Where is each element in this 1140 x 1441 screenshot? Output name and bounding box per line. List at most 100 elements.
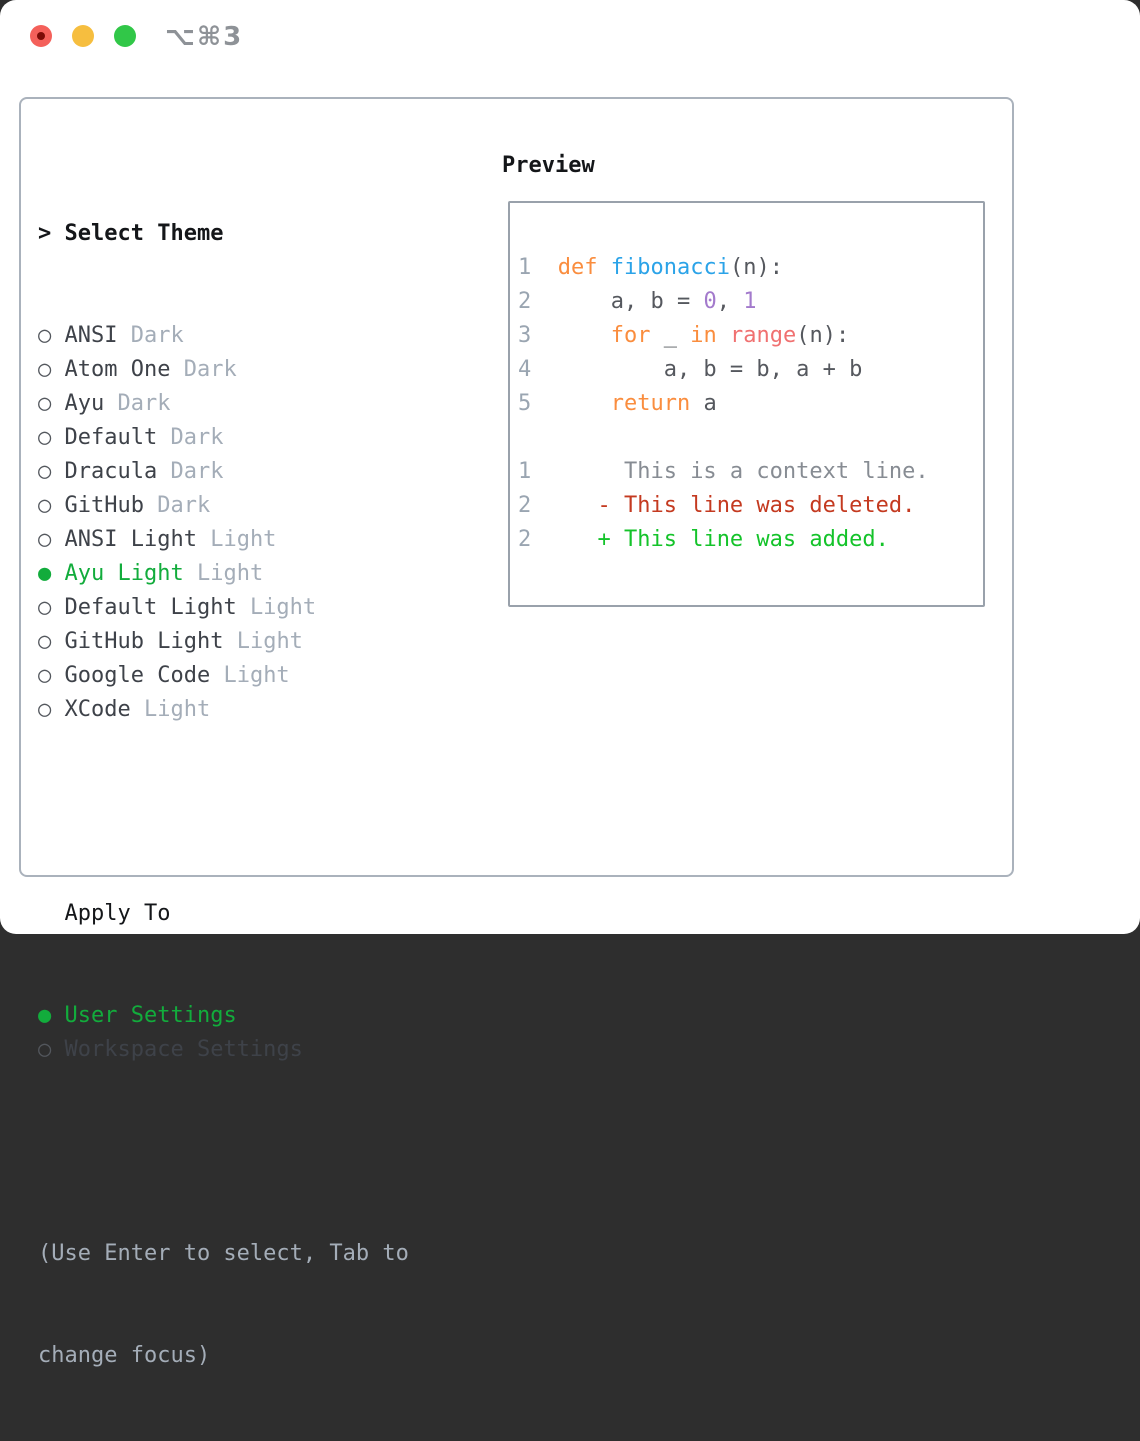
code-token: a, b =: [531, 289, 704, 314]
theme-list-column: > Select Theme ○ ANSI Dark ○ Atom One Dar…: [38, 149, 409, 1441]
theme-option-dracula[interactable]: ○ Dracula Dark: [38, 455, 409, 489]
radio-unselected-icon: ○: [38, 323, 65, 348]
app-window: ⌥⌘3 > Select Theme ○ ANSI Dark ○ Atom One…: [0, 0, 1140, 1368]
theme-variant-tag: Dark: [183, 357, 237, 382]
apply-option-label: Workspace Settings: [64, 1037, 303, 1062]
theme-name: Dracula: [64, 459, 158, 484]
select-theme-heading-label: Select Theme: [64, 221, 224, 246]
code-token: [598, 255, 611, 280]
theme-variant-tag: Dark: [170, 459, 224, 484]
theme-variant-tag: Dark: [157, 493, 211, 518]
code-token: fibonacci: [610, 255, 730, 280]
code-token: for: [610, 323, 651, 348]
code-token: a, b = b, a + b: [531, 357, 863, 382]
radio-unselected-icon: ○: [38, 595, 65, 620]
radio-selected-icon: ●: [38, 1003, 65, 1028]
code-token: [531, 323, 610, 348]
help-text-line-1: (Use Enter to select, Tab to: [38, 1241, 409, 1266]
apply-to-heading: Apply To: [38, 897, 409, 931]
code-token: [531, 493, 597, 518]
theme-name: GitHub: [64, 493, 144, 518]
theme-name: ANSI Light: [64, 527, 197, 552]
theme-option-github-light[interactable]: ○ GitHub Light Light: [38, 625, 409, 659]
spacer: [38, 1135, 409, 1169]
code-token: return: [610, 391, 691, 416]
theme-variant-tag: Light: [210, 527, 277, 552]
theme-name: Ayu Light: [64, 561, 184, 586]
theme-option-github[interactable]: ○ GitHub Dark: [38, 489, 409, 523]
code-token: 0: [703, 289, 717, 314]
theme-option-ayu[interactable]: ○ Ayu Dark: [38, 387, 409, 421]
radio-unselected-icon: ○: [38, 697, 65, 722]
radio-unselected-icon: ○: [38, 629, 65, 654]
theme-name: Atom One: [64, 357, 171, 382]
apply-option-user-settings[interactable]: ● User Settings: [38, 999, 409, 1033]
preview-heading: Preview: [502, 153, 595, 178]
line-number: 2: [518, 289, 532, 314]
code-token: def: [557, 255, 598, 280]
theme-name: Default: [64, 425, 158, 450]
radio-unselected-icon: ○: [38, 1037, 65, 1062]
code-token: _: [650, 323, 691, 348]
line-number: 5: [518, 391, 532, 416]
select-theme-heading: > Select Theme: [38, 217, 409, 251]
theme-variant-tag: Light: [223, 663, 290, 688]
theme-option-ansi-light[interactable]: ○ ANSI Light Light: [38, 523, 409, 557]
line-number: 1: [518, 255, 532, 280]
theme-option-atom-one[interactable]: ○ Atom One Dark: [38, 353, 409, 387]
code-token: [531, 527, 597, 552]
code-token: This is a context line.: [531, 459, 929, 484]
theme-variant-tag: Light: [249, 595, 317, 620]
prompt-icon: >: [38, 221, 52, 246]
radio-selected-icon: ●: [38, 561, 65, 586]
radio-unselected-icon: ○: [38, 425, 65, 450]
theme-picker-panel: > Select Theme ○ ANSI Dark ○ Atom One Dar…: [19, 97, 1014, 1368]
theme-name: XCode: [64, 697, 131, 722]
code-token: [531, 255, 558, 280]
code-token: in: [690, 323, 717, 348]
theme-option-ayu-light[interactable]: ● Ayu Light Light: [38, 557, 409, 591]
radio-unselected-icon: ○: [38, 459, 65, 484]
maximize-button[interactable]: [114, 25, 136, 47]
code-token: (n):: [729, 255, 783, 280]
theme-name: Default Light: [64, 595, 237, 620]
theme-variant-tag: Light: [236, 629, 303, 654]
window-title: ⌥⌘3: [165, 22, 244, 52]
theme-name: ANSI: [64, 323, 118, 348]
apply-to-list: ● User Settings ○ Workspace Settings: [38, 999, 409, 1067]
apply-to-heading-label: Apply To: [64, 901, 171, 926]
theme-variant-tag: Light: [196, 561, 264, 586]
line-number: 2: [518, 527, 532, 552]
minimize-button[interactable]: [72, 25, 94, 47]
theme-variant-tag: Dark: [130, 323, 184, 348]
titlebar: ⌥⌘3: [0, 0, 1140, 72]
line-number: 2: [518, 493, 532, 518]
apply-option-label: User Settings: [64, 1003, 237, 1028]
code-token: range: [729, 323, 797, 348]
theme-option-default-light[interactable]: ○ Default Light Light: [38, 591, 409, 625]
radio-unselected-icon: ○: [38, 663, 65, 688]
code-token: ,: [716, 289, 744, 314]
apply-option-workspace-settings[interactable]: ○ Workspace Settings: [38, 1033, 409, 1067]
theme-variant-tag: Dark: [117, 391, 171, 416]
radio-unselected-icon: ○: [38, 527, 65, 552]
code-token: (n):: [796, 323, 850, 348]
help-text-line-2: change focus): [38, 1343, 211, 1368]
theme-option-ansi[interactable]: ○ ANSI Dark: [38, 319, 409, 353]
theme-option-default[interactable]: ○ Default Dark: [38, 421, 409, 455]
theme-list: ○ ANSI Dark ○ Atom One Dark ○ Ayu Dark ○ De…: [38, 319, 409, 727]
code-token: + This line was added.: [597, 527, 889, 552]
theme-option-xcode[interactable]: ○ XCode Light: [38, 693, 409, 727]
unsaved-indicator-icon: [37, 32, 45, 40]
spacer: [38, 795, 409, 829]
theme-option-google-code[interactable]: ○ Google Code Light: [38, 659, 409, 693]
theme-name: Google Code: [64, 663, 211, 688]
theme-variant-tag: Dark: [170, 425, 224, 450]
code-token: [717, 323, 730, 348]
theme-name: Ayu: [64, 391, 105, 416]
theme-name: GitHub Light: [64, 629, 224, 654]
close-button[interactable]: [30, 25, 52, 47]
line-number: 3: [518, 323, 532, 348]
radio-unselected-icon: ○: [38, 357, 65, 382]
code-token: - This line was deleted.: [597, 493, 916, 518]
